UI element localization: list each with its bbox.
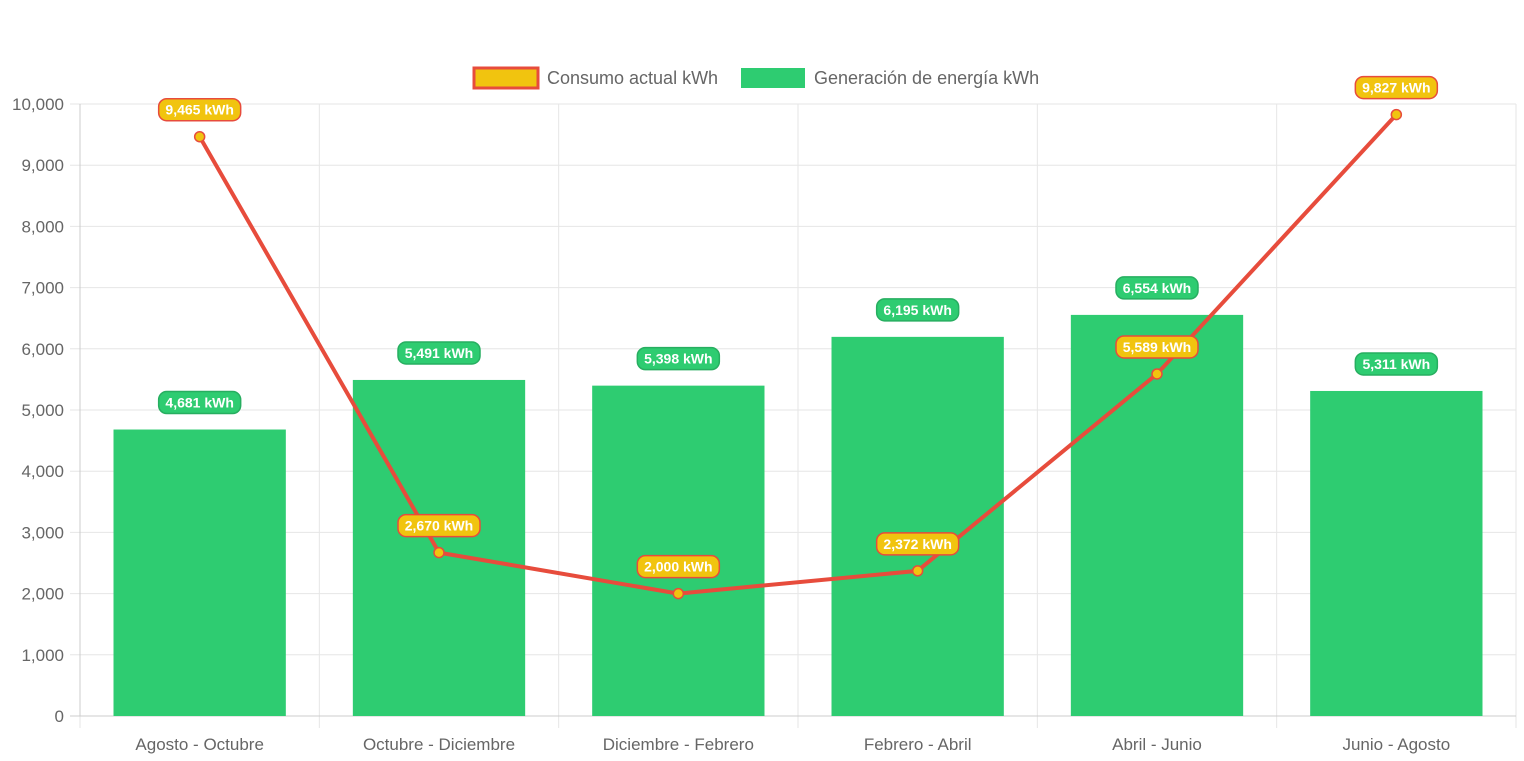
data-label: 9,465 kWh (157, 97, 242, 122)
x-tick-label: Octubre - Diciembre (363, 735, 515, 754)
data-label: 2,670 kWh (397, 513, 481, 538)
data-label-box (397, 341, 481, 365)
data-label-text: 9,465 kWh (165, 102, 233, 118)
data-labels: 4,681 kWh 5,491 kWh 5,398 kWh 6,195 kWh 6,55… (157, 75, 1439, 579)
legend-swatch-consumo (472, 66, 540, 90)
data-label-text: 2,000 kWh (644, 559, 712, 575)
legend-item-consumo[interactable]: Consumo actual kWh (472, 66, 718, 90)
data-label-text: 6,195 kWh (883, 302, 951, 318)
data-label-text: 5,589 kWh (1123, 339, 1191, 355)
data-label-box (157, 97, 242, 122)
data-label: 4,681 kWh (157, 390, 242, 415)
y-tick-label: 10,000 (12, 95, 64, 114)
data-label-box (1115, 335, 1199, 359)
axes: 0 1,000 2,000 3,000 4,000 5,000 6,000 7,000 8,00… (12, 95, 1516, 754)
data-label: 5,398 kWh (636, 346, 721, 371)
data-label-box (875, 298, 960, 322)
data-label-box (636, 554, 721, 579)
data-label: 5,491 kWh (397, 341, 481, 365)
data-label-box (1354, 352, 1439, 376)
legend-label-consumo: Consumo actual kWh (547, 68, 718, 88)
data-label: 6,195 kWh (875, 298, 960, 322)
data-label-text: 2,372 kWh (883, 536, 951, 552)
data-label-text: 5,491 kWh (405, 345, 473, 361)
bar[interactable] (831, 336, 1004, 716)
line-point[interactable] (672, 587, 685, 600)
grid-lines (70, 103, 1517, 728)
data-label: 2,000 kWh (636, 554, 721, 579)
bar[interactable] (1310, 390, 1483, 716)
y-tick-label: 4,000 (21, 462, 64, 481)
data-label: 9,827 kWh (1354, 75, 1439, 100)
data-label-box (875, 532, 960, 556)
data-label-text: 5,398 kWh (644, 351, 712, 367)
data-label: 6,554 kWh (1115, 276, 1199, 300)
y-tick-label: 1,000 (21, 646, 64, 665)
x-tick-label: Diciembre - Febrero (603, 735, 754, 754)
line-point[interactable] (433, 546, 445, 559)
line-point[interactable] (1390, 108, 1403, 121)
x-tick-label: Agosto - Octubre (135, 735, 264, 754)
legend-label-generacion: Generación de energía kWh (814, 68, 1039, 88)
line-point[interactable] (911, 565, 924, 577)
data-label: 5,589 kWh (1115, 335, 1199, 359)
y-tick-label: 8,000 (21, 217, 64, 236)
line-point[interactable] (1151, 368, 1163, 380)
legend-swatch-generacion (741, 68, 805, 88)
x-tick-label: Junio - Agosto (1342, 735, 1450, 754)
y-tick-label: 3,000 (21, 523, 64, 542)
data-label-text: 4,681 kWh (165, 395, 233, 411)
data-label: 5,311 kWh (1354, 352, 1439, 376)
data-label-text: 5,311 kWh (1362, 356, 1430, 372)
data-label-box (157, 390, 242, 415)
bar[interactable] (1070, 314, 1244, 716)
legend-item-generacion[interactable]: Generación de energía kWh (741, 68, 1039, 88)
x-tick-label: Abril - Junio (1112, 735, 1202, 754)
y-tick-label: 9,000 (21, 156, 64, 175)
y-tick-label: 5,000 (21, 401, 64, 420)
y-tick-label: 2,000 (21, 585, 64, 604)
data-label-text: 6,554 kWh (1123, 280, 1191, 296)
data-label-box (636, 346, 721, 371)
data-label-box (1354, 75, 1439, 100)
legend[interactable]: Consumo actual kWh Generación de energía… (472, 66, 1039, 90)
line-series (193, 108, 1403, 600)
data-label-text: 2,670 kWh (405, 518, 473, 534)
consumo-line (197, 113, 1398, 596)
bar[interactable] (592, 385, 765, 716)
data-label-box (1115, 276, 1199, 300)
data-label: 2,372 kWh (875, 532, 960, 556)
line-point[interactable] (193, 130, 206, 143)
data-label-box (397, 513, 481, 538)
y-tick-label: 0 (55, 707, 64, 726)
bar[interactable] (113, 429, 286, 716)
y-tick-label: 7,000 (21, 279, 64, 298)
data-label-text: 9,827 kWh (1362, 80, 1430, 96)
x-tick-label: Febrero - Abril (864, 735, 972, 754)
y-tick-label: 6,000 (21, 340, 64, 359)
bar-series (113, 314, 1483, 716)
